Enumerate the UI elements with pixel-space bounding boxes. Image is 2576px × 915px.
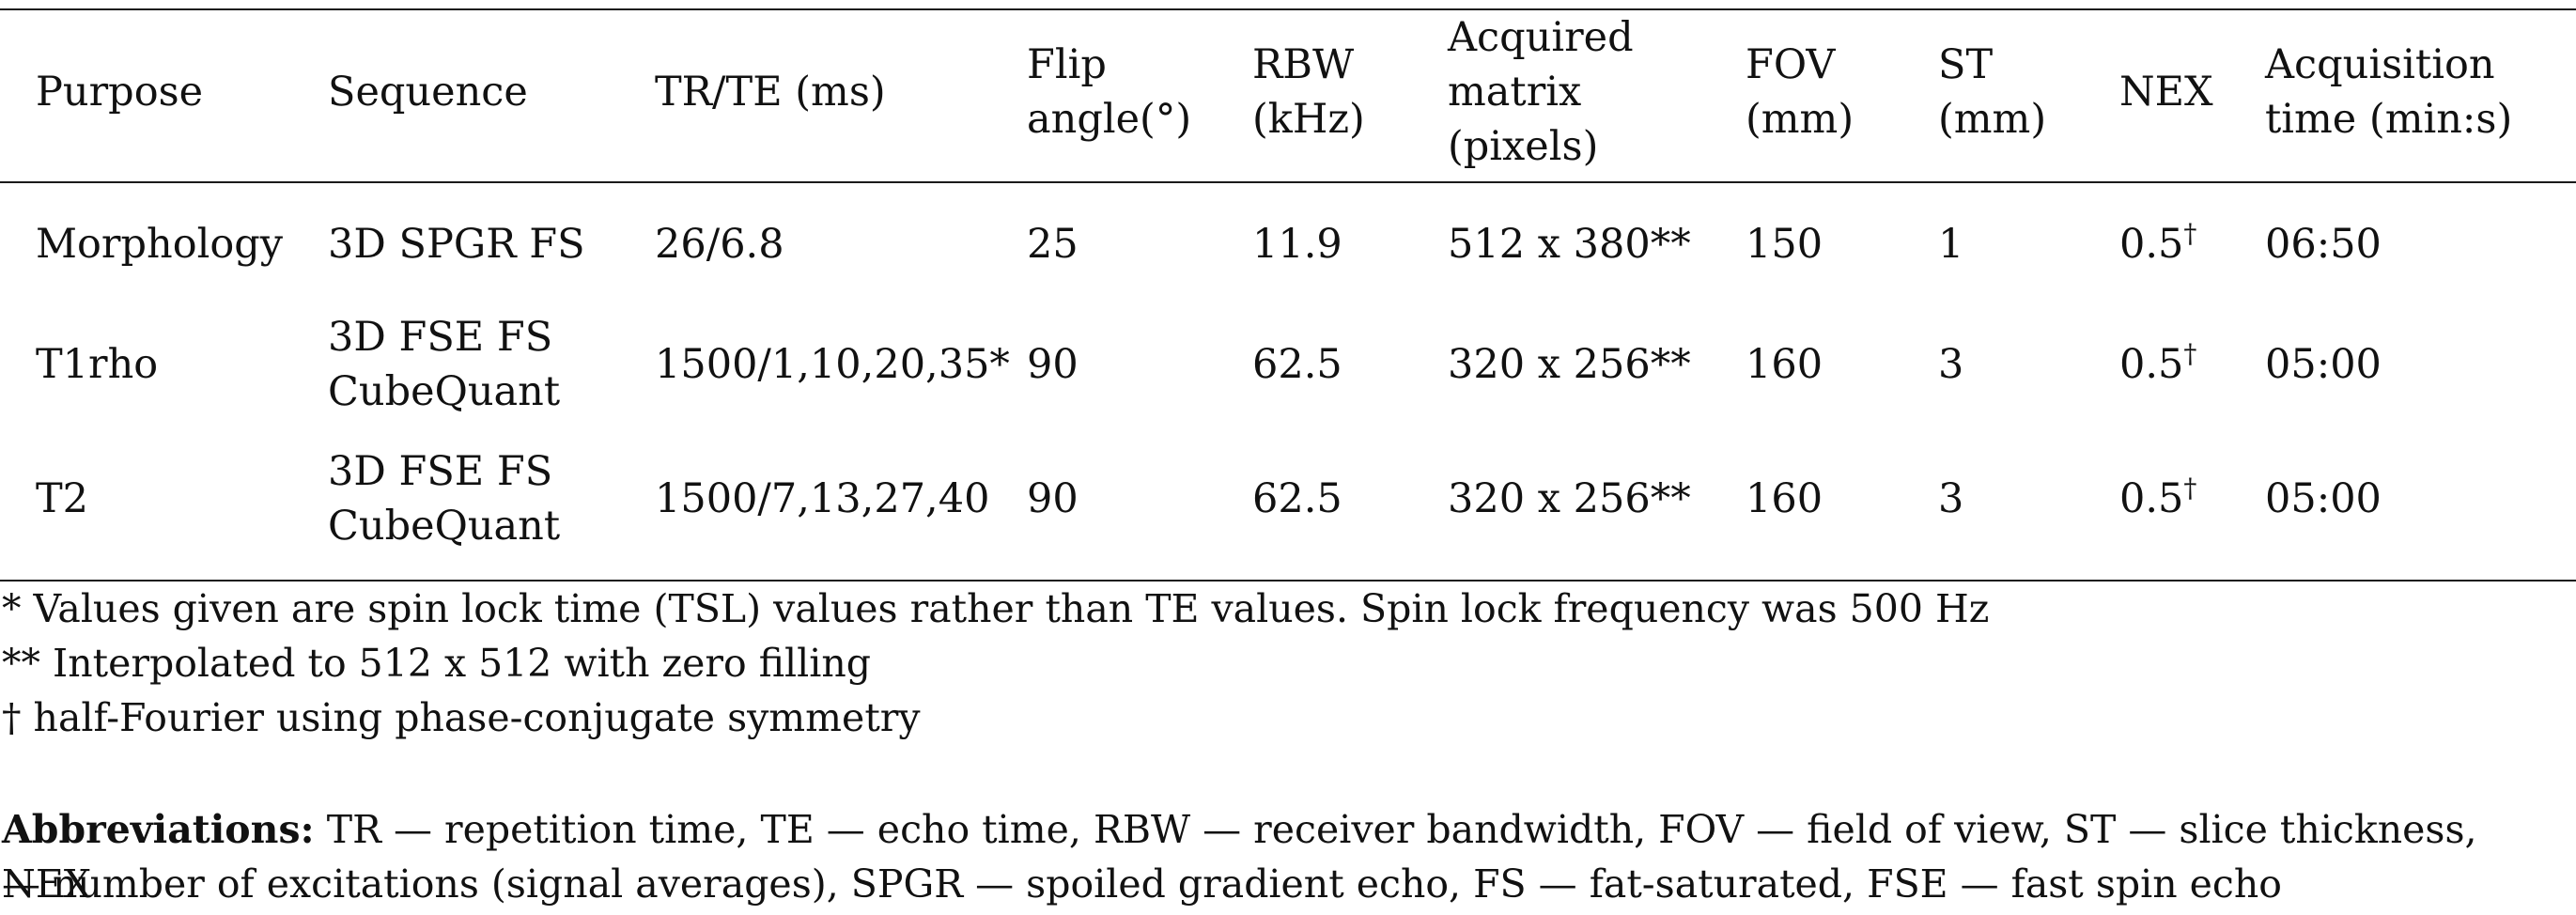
cell-tr-te: 26/6.8 xyxy=(655,221,784,268)
header-purpose: Purpose xyxy=(36,69,204,116)
dagger-mark: † xyxy=(2183,473,2197,504)
header-matrix-line1: Acquired xyxy=(1448,14,1634,61)
header-fov-line2: (mm) xyxy=(1746,96,1854,143)
cell-fov: 160 xyxy=(1746,341,1823,388)
header-st-line1: ST xyxy=(1938,41,1994,88)
cell-rbw: 11.9 xyxy=(1252,221,1342,268)
dagger-mark: † xyxy=(2183,218,2197,249)
cell-st: 3 xyxy=(1938,475,1964,522)
cell-purpose: T2 xyxy=(36,475,89,522)
nex-value: 0.5 xyxy=(2119,221,2184,268)
cell-nex: 0.5† xyxy=(2119,472,2196,526)
header-flip-angle-line1: Flip xyxy=(1027,41,1107,88)
cell-acq-time: 05:00 xyxy=(2265,475,2382,522)
cell-sequence: 3D SPGR FS xyxy=(328,221,585,268)
cell-tr-te: 1500/1,10,20,35* xyxy=(655,341,1010,388)
header-acq-time-line2: time (min:s) xyxy=(2265,96,2513,143)
header-fov-line1: FOV xyxy=(1746,41,1836,88)
cell-sequence-line1: 3D FSE FS xyxy=(328,314,553,361)
header-matrix-line3: (pixels) xyxy=(1448,123,1599,170)
cell-matrix: 320 x 256** xyxy=(1448,475,1691,522)
cell-flip-angle: 90 xyxy=(1027,475,1079,522)
cell-st: 3 xyxy=(1938,341,1964,388)
footnote-half-fourier: † half-Fourier using phase-conjugate sym… xyxy=(2,695,921,740)
header-flip-angle-line2: angle(°) xyxy=(1027,96,1192,143)
dagger-mark: † xyxy=(2183,338,2197,369)
cell-acq-time: 05:00 xyxy=(2265,341,2382,388)
header-sequence: Sequence xyxy=(328,69,528,116)
footnote-interpolation: ** Interpolated to 512 x 512 with zero f… xyxy=(2,641,872,686)
cell-flip-angle: 25 xyxy=(1027,221,1079,268)
nex-value: 0.5 xyxy=(2119,341,2184,388)
cell-sequence-line2: CubeQuant xyxy=(328,503,561,550)
cell-rbw: 62.5 xyxy=(1252,475,1342,522)
header-rbw-line1: RBW xyxy=(1252,41,1355,88)
header-tr-te: TR/TE (ms) xyxy=(655,69,886,116)
cell-rbw: 62.5 xyxy=(1252,341,1342,388)
cell-purpose: Morphology xyxy=(36,221,284,268)
abbreviations-text: TR — repetition time, TE — echo time, RB… xyxy=(2,807,2477,907)
header-st-line2: (mm) xyxy=(1938,96,2047,143)
cell-fov: 150 xyxy=(1746,221,1823,268)
cell-flip-angle: 90 xyxy=(1027,341,1079,388)
header-matrix-line2: matrix xyxy=(1448,69,1582,116)
cell-fov: 160 xyxy=(1746,475,1823,522)
abbreviations-label: Abbreviations: xyxy=(2,807,315,852)
header-acq-time-line1: Acquisition xyxy=(2265,41,2495,88)
cell-purpose: T1rho xyxy=(36,341,159,388)
cell-nex: 0.5† xyxy=(2119,217,2196,271)
cell-nex: 0.5† xyxy=(2119,337,2196,392)
table-top-rule xyxy=(0,8,2576,10)
cell-acq-time: 06:50 xyxy=(2265,221,2382,268)
cell-tr-te: 1500/7,13,27,40 xyxy=(655,475,990,522)
table-header-rule xyxy=(0,181,2576,183)
abbreviations-line1: Abbreviations: TR — repetition time, TE … xyxy=(2,802,2538,911)
cell-st: 1 xyxy=(1938,221,1964,268)
abbreviations-line2: — number of excitations (signal averages… xyxy=(2,861,2282,907)
header-rbw-line2: (kHz) xyxy=(1252,96,1365,143)
cell-matrix: 512 x 380** xyxy=(1448,221,1691,268)
cell-matrix: 320 x 256** xyxy=(1448,341,1691,388)
header-nex: NEX xyxy=(2119,69,2213,116)
cell-sequence-line1: 3D FSE FS xyxy=(328,448,553,495)
cell-sequence-line2: CubeQuant xyxy=(328,368,561,415)
nex-value: 0.5 xyxy=(2119,475,2184,522)
footnote-tsl: * Values given are spin lock time (TSL) … xyxy=(2,586,1990,631)
table-bottom-rule xyxy=(0,580,2576,582)
